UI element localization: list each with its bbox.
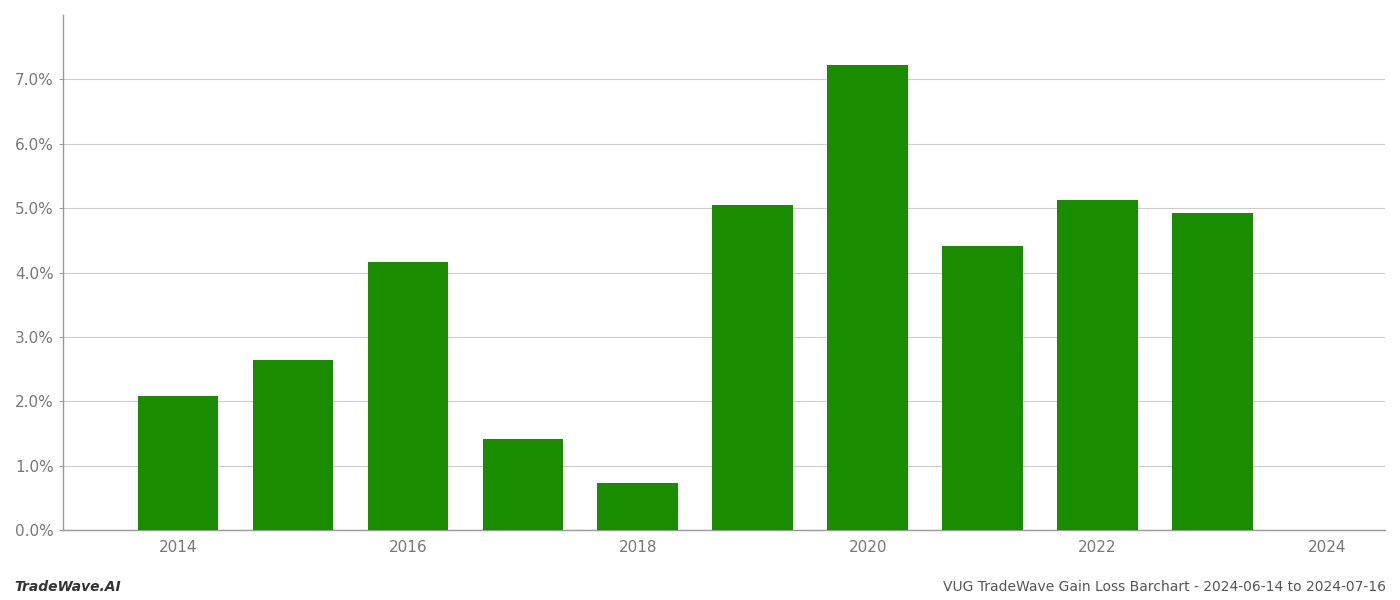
Bar: [137, 397, 218, 530]
Bar: [252, 359, 333, 530]
Bar: [1057, 200, 1138, 530]
Bar: [942, 245, 1023, 530]
Bar: [1172, 213, 1253, 530]
Text: TradeWave.AI: TradeWave.AI: [14, 580, 120, 594]
Bar: [827, 65, 907, 530]
Bar: [713, 205, 792, 530]
Bar: [368, 262, 448, 530]
Text: VUG TradeWave Gain Loss Barchart - 2024-06-14 to 2024-07-16: VUG TradeWave Gain Loss Barchart - 2024-…: [944, 580, 1386, 594]
Bar: [483, 439, 563, 530]
Bar: [598, 483, 678, 530]
